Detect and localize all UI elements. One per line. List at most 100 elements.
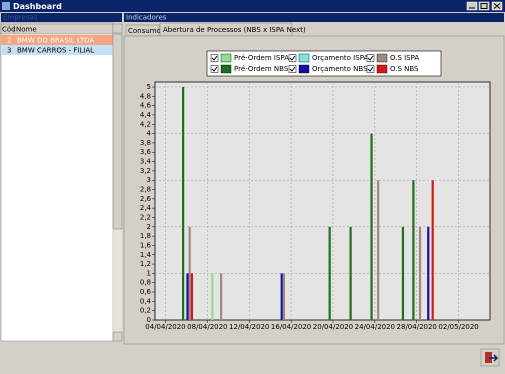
x-tick-label: 24/04/2020	[355, 323, 395, 331]
row-code: 2	[7, 37, 11, 45]
y-tick-label: 5	[147, 83, 151, 91]
bar	[220, 273, 223, 320]
chart: 00,2 0,40,60,8 11,21,4 1,61,82 2,22,42,62,8 3…	[140, 53, 490, 331]
legend-label: Pré-Ordem NBS	[234, 65, 289, 73]
x-tick-label: 12/04/2020	[229, 323, 269, 331]
minimize-button[interactable]	[466, 1, 478, 11]
legend-label: Orçamento NBS	[312, 65, 368, 73]
exit-arrow	[489, 354, 499, 362]
legend-swatch	[298, 64, 310, 74]
y-tick-label: 0,2	[140, 307, 151, 315]
y-tick-label: 2,6	[140, 195, 152, 203]
bar	[182, 87, 185, 320]
column-header: Cód	[2, 26, 16, 34]
y-tick-label: 4	[147, 130, 152, 138]
grid-row-selected[interactable]	[1, 35, 113, 45]
scroll-up[interactable]	[112, 23, 123, 34]
plot-area	[154, 81, 491, 321]
bar	[188, 226, 191, 320]
legend	[206, 50, 442, 77]
column-header: Nome	[16, 26, 37, 34]
legend-check	[367, 66, 374, 72]
x-tick-label: 28/04/2020	[397, 323, 437, 331]
legend-label: O.S ISPA	[390, 54, 419, 62]
exit-icon	[485, 352, 492, 363]
y-tick-label: 0,4	[140, 297, 152, 305]
x-tick-label: 20/04/2020	[313, 323, 353, 331]
right-header: Indicadores	[126, 14, 167, 22]
title-bar	[0, 0, 505, 12]
row-name: BMW DO BRASIL LTDA	[17, 37, 94, 45]
grid-row[interactable]	[1, 45, 113, 55]
x-tick-label: 08/04/2020	[187, 323, 227, 331]
maximize-button[interactable]	[478, 1, 490, 11]
bar	[427, 226, 430, 320]
company-grid	[0, 22, 114, 342]
y-tick-label: 2,8	[140, 186, 151, 194]
y-tick-label: 0	[147, 316, 151, 324]
y-tick-label: 3,6	[140, 148, 152, 156]
tab-label: Abertura de Processos (NBS x ISPA Next)	[163, 26, 306, 34]
legend-checkbox	[288, 65, 297, 73]
y-tick-label: 4,8	[140, 92, 151, 100]
bar	[190, 273, 194, 320]
y-tick-label: 0,6	[140, 288, 152, 296]
y-tick-label: 0,8	[140, 279, 151, 287]
bar	[418, 226, 422, 320]
legend-check	[289, 55, 296, 61]
right-header-bar	[124, 13, 504, 22]
y-tick-label: 3	[147, 176, 151, 184]
legend-check	[211, 55, 218, 61]
legend-swatch	[376, 53, 388, 63]
bar	[186, 273, 189, 320]
legend-checkbox	[210, 54, 219, 62]
bar	[431, 180, 434, 320]
legend-checkbox	[366, 54, 375, 62]
legend-swatch	[376, 64, 388, 74]
legend-check	[367, 55, 374, 61]
tab-label: Consumo	[128, 27, 161, 35]
window-title: Dashboard	[13, 2, 62, 11]
left-header: Empresas	[3, 14, 38, 22]
y-tick-label: 3,2	[140, 167, 151, 175]
bar	[282, 273, 286, 320]
y-tick-label: 3,4	[140, 158, 152, 166]
legend-checkbox	[288, 54, 297, 62]
y-tick-label: 4,6	[140, 102, 152, 110]
legend-label: Orçamento ISPA	[312, 54, 368, 62]
y-tick-label: 1,4	[140, 251, 152, 259]
y-tick-label: 1	[147, 269, 151, 277]
y-tick-label: 2,4	[140, 204, 152, 212]
y-tick-label: 4,4	[140, 111, 152, 119]
row-name: BMW CARROS - FILIAL	[17, 47, 94, 55]
legend-check	[289, 66, 296, 72]
legend-swatch	[298, 53, 310, 63]
x-tick-label: 04/04/2020	[145, 323, 185, 331]
scroll-thumb[interactable]	[112, 33, 123, 230]
y-tick-label: 4,2	[140, 120, 151, 128]
status-bar	[0, 346, 505, 370]
app-icon	[2, 2, 10, 10]
legend-label: Pré-Ordem ISPA	[234, 54, 289, 62]
legend-label: O.S NBS	[390, 65, 419, 73]
y-tick-label: 1,2	[140, 260, 151, 268]
scroll-down[interactable]	[112, 331, 123, 342]
y-tick-label: 2	[147, 223, 151, 231]
legend-check	[211, 66, 218, 72]
bar	[401, 226, 405, 320]
bar	[370, 133, 373, 320]
y-tick-label: 1,6	[140, 241, 152, 249]
x-tick-label: 02/05/2020	[438, 323, 478, 331]
bar	[280, 273, 283, 320]
y-tick-label: 1,8	[140, 232, 151, 240]
bar	[377, 180, 380, 320]
legend-swatch	[220, 64, 232, 74]
row-code: 3	[7, 47, 11, 55]
x-tick-label: 16/04/2020	[271, 323, 311, 331]
window-button-glyphs	[469, 3, 501, 9]
legend-swatch	[220, 53, 232, 63]
y-tick-label: 2,2	[140, 213, 151, 221]
legend-checkbox	[366, 65, 375, 73]
bar	[349, 226, 352, 320]
